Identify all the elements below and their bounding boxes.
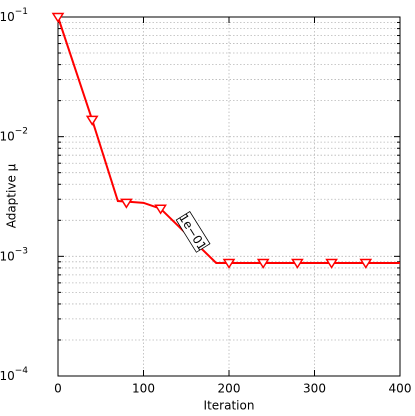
x-tick-label: 300 <box>303 382 326 396</box>
x-tick-label: 200 <box>218 382 241 396</box>
marker <box>222 258 236 269</box>
y-tick-label: 10−3 <box>0 246 28 263</box>
y-tick-exponent: −3 <box>15 246 28 256</box>
marker <box>291 258 304 269</box>
annotation: 1e−01 <box>175 211 211 253</box>
marker <box>359 258 373 269</box>
y-tick-exponent: −2 <box>15 126 28 136</box>
marker <box>85 115 99 126</box>
y-tick-base: 10 <box>0 249 15 263</box>
y-tick-label: 10−1 <box>0 7 28 24</box>
marker <box>120 198 133 209</box>
x-tick-label: 100 <box>132 382 155 396</box>
y-tick-label: 10−4 <box>0 366 28 383</box>
x-axis-label: Iteration <box>204 399 255 413</box>
plot-frame <box>57 16 401 377</box>
y-tick-exponent: −4 <box>15 366 29 376</box>
marker <box>325 258 338 269</box>
x-tick-label: 0 <box>54 382 62 396</box>
y-tick-exponent: −1 <box>15 7 28 17</box>
annotation-box <box>175 211 211 253</box>
y-tick-base: 10 <box>0 369 15 383</box>
marker <box>51 12 65 23</box>
y-tick-base: 10 <box>0 129 15 143</box>
y-axis-label: Adaptive μ <box>5 163 19 228</box>
marker <box>154 204 167 215</box>
x-tick-label: 400 <box>389 382 412 396</box>
y-tick-label: 10−2 <box>0 126 28 143</box>
marker <box>256 258 270 269</box>
y-tick-base: 10 <box>0 10 15 24</box>
